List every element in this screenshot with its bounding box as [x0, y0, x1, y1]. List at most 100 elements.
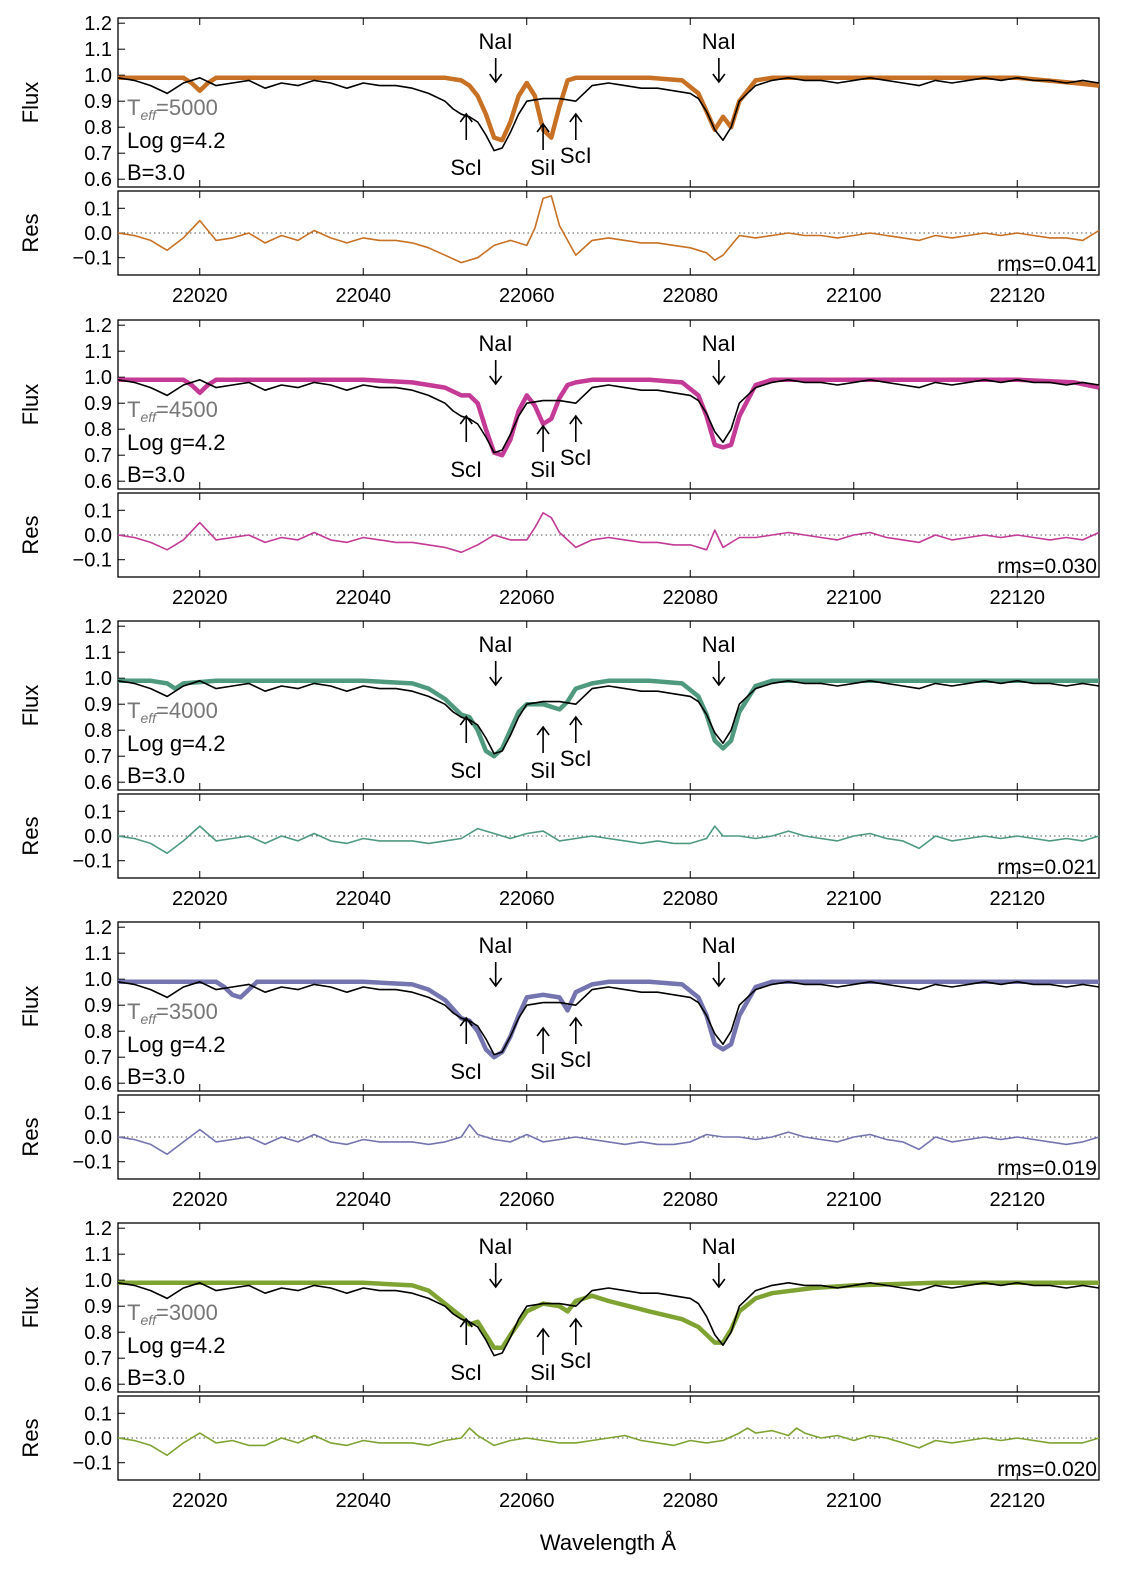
down-arrow-icon — [712, 360, 726, 386]
residual-series-line — [117, 825, 1100, 855]
x-tick-label: 22020 — [172, 1490, 228, 1512]
x-tick-label: 22060 — [499, 587, 555, 609]
line-label-sii: SiI — [530, 758, 556, 783]
x-tick-label: 22100 — [826, 285, 882, 307]
res-y-tick-label: 0.1 — [84, 801, 112, 823]
x-tick-label: 22120 — [989, 587, 1045, 609]
x-tick-label: 22040 — [335, 1490, 391, 1512]
teff-symbol: T — [127, 95, 140, 120]
res-y-tick-label: 0.1 — [84, 1403, 112, 1425]
line-label-nai: NaI — [702, 331, 736, 356]
flux-axes-frame — [117, 17, 1100, 188]
logg-label: Log g=4.2 — [127, 1032, 225, 1057]
flux-axes-frame — [117, 319, 1100, 490]
flux-y-tick-label: 0.9 — [84, 1296, 112, 1318]
b-field-label: B=3.0 — [127, 462, 185, 487]
model-series-line — [118, 979, 1099, 1060]
x-tick-label: 22040 — [335, 587, 391, 609]
flux-axis-label: Flux — [18, 986, 43, 1028]
line-label-nai: NaI — [479, 331, 513, 356]
up-arrow-icon — [459, 414, 473, 442]
flux-y-tick-label: 1.1 — [84, 341, 112, 363]
flux-y-tick-label: 0.9 — [84, 995, 112, 1017]
up-arrow-icon — [459, 715, 473, 743]
x-tick-label: 22060 — [499, 1490, 555, 1512]
logg-label: Log g=4.2 — [127, 731, 225, 756]
teff-value: =3500 — [156, 999, 218, 1024]
flux-y-tick-label: 0.7 — [84, 746, 112, 768]
line-label-sci: ScI — [450, 1059, 482, 1084]
flux-y-tick-label: 0.9 — [84, 91, 112, 113]
flux-y-tick-label: 1.1 — [84, 943, 112, 965]
x-tick-label: 22020 — [172, 1189, 228, 1211]
line-label-nai: NaI — [702, 933, 736, 958]
flux-y-tick-label: 1.0 — [84, 65, 112, 87]
teff-value: =4500 — [156, 397, 218, 422]
line-label-sci: ScI — [560, 445, 592, 470]
rms-label: rms=0.030 — [997, 555, 1097, 578]
teff-label: Teff=3500 — [127, 999, 218, 1027]
line-label-nai: NaI — [702, 29, 736, 54]
flux-y-tick-label: 1.0 — [84, 367, 112, 389]
flux-y-tick-label: 0.8 — [84, 720, 112, 742]
line-label-nai: NaI — [702, 1234, 736, 1259]
teff-symbol: T — [127, 698, 140, 723]
res-y-tick-label: 0.1 — [84, 500, 112, 522]
res-y-tick-label: 0.0 — [84, 1428, 112, 1450]
x-tick-label: 22080 — [662, 587, 718, 609]
flux-y-tick-label: 0.6 — [84, 1073, 112, 1095]
line-label-sci: ScI — [450, 457, 482, 482]
rms-label: rms=0.019 — [997, 1157, 1097, 1180]
flux-y-tick-label: 0.9 — [84, 694, 112, 716]
res-y-tick-label: 0.0 — [84, 223, 112, 245]
res-axis-label: Res — [18, 816, 43, 855]
res-y-tick-label: 0.1 — [84, 1102, 112, 1124]
line-label-sii: SiI — [530, 155, 556, 180]
teff-value: =3000 — [156, 1300, 218, 1325]
teff-symbol: T — [127, 999, 140, 1024]
b-field-label: B=3.0 — [127, 763, 185, 788]
b-field-label: B=3.0 — [127, 160, 185, 185]
x-tick-label: 22100 — [826, 1189, 882, 1211]
res-y-tick-label: 0.0 — [84, 1127, 112, 1149]
flux-y-tick-label: 1.1 — [84, 642, 112, 664]
line-label-nai: NaI — [702, 632, 736, 657]
teff-value: =4000 — [156, 698, 218, 723]
observed-series-line — [117, 77, 1100, 152]
line-label-sci: ScI — [450, 155, 482, 180]
flux-y-tick-label: 0.6 — [84, 471, 112, 493]
res-y-tick-label: 0.0 — [84, 525, 112, 547]
flux-y-tick-label: 0.8 — [84, 1322, 112, 1344]
res-y-tick-label: −0.1 — [73, 1152, 112, 1174]
panel-2: 0.6 0.7 0.8 0.9 1.0 1.1 1.2 −0.1 0.0 0.1 22020 2204… — [18, 315, 1100, 609]
flux-y-tick-label: 0.7 — [84, 1047, 112, 1069]
x-tick-label: 22020 — [172, 888, 228, 910]
flux-y-tick-label: 0.8 — [84, 419, 112, 441]
res-y-tick-label: 0.0 — [84, 826, 112, 848]
flux-y-tick-label: 1.2 — [84, 1218, 112, 1240]
up-arrow-icon — [569, 1317, 583, 1345]
x-tick-label: 22020 — [172, 587, 228, 609]
teff-label: Teff=3000 — [127, 1300, 218, 1328]
flux-axis-label: Flux — [18, 685, 43, 727]
down-arrow-icon — [489, 360, 503, 386]
logg-label: Log g=4.2 — [127, 430, 225, 455]
x-tick-label: 22120 — [989, 888, 1045, 910]
line-label-nai: NaI — [479, 933, 513, 958]
up-arrow-icon — [569, 112, 583, 140]
logg-label: Log g=4.2 — [127, 1333, 225, 1358]
teff-label: Teff=4500 — [127, 397, 218, 425]
x-tick-label: 22080 — [662, 888, 718, 910]
flux-y-tick-label: 0.6 — [84, 1374, 112, 1396]
flux-y-tick-label: 1.0 — [84, 668, 112, 690]
logg-label: Log g=4.2 — [127, 128, 225, 153]
model-series-line — [118, 377, 1100, 458]
res-axis-label: Res — [18, 515, 43, 554]
x-axis-label: Wavelength Å — [540, 1530, 676, 1555]
flux-axes-frame — [117, 921, 1100, 1092]
up-arrow-icon — [569, 414, 583, 442]
flux-axis-label: Flux — [18, 384, 43, 426]
flux-y-tick-label: 0.9 — [84, 393, 112, 415]
model-series-line — [118, 75, 1100, 143]
